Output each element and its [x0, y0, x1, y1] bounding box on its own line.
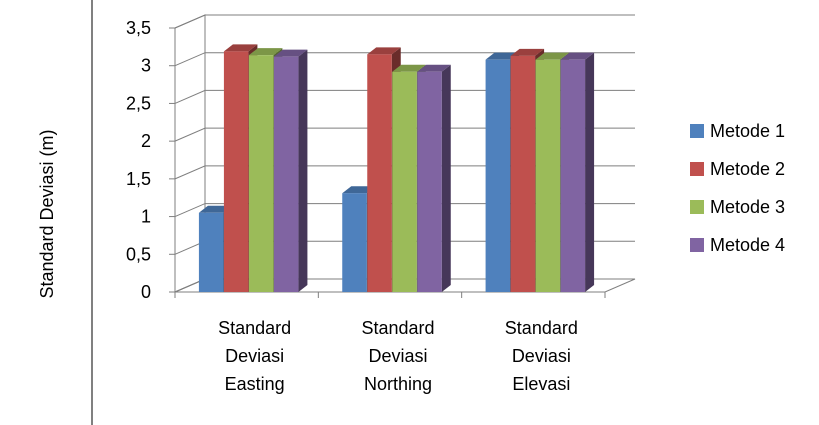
- y-tick-label: 1: [141, 207, 151, 227]
- bar: [417, 65, 451, 292]
- category-labels: Standard Deviasi Easting Standard Deviasi Nor…: [218, 318, 578, 394]
- bar: [561, 53, 595, 292]
- bars: [199, 44, 594, 292]
- legend: Metode 1 Metode 2 Metode 3 Metode 4: [690, 121, 785, 255]
- legend-swatch: [690, 162, 704, 176]
- bar: [274, 50, 308, 292]
- legend-swatch: [690, 238, 704, 252]
- legend-entry: Metode 2: [710, 159, 785, 179]
- legend-swatch: [690, 200, 704, 214]
- legend-entry: Metode 3: [710, 197, 785, 217]
- legend-entry: Metode 4: [710, 235, 785, 255]
- y-tick-label: 2: [141, 131, 151, 151]
- y-tick-label: 3,5: [126, 18, 151, 38]
- category-label: Standard Deviasi Elevasi: [505, 318, 578, 394]
- y-tick-labels: 0 0,5 1 1,5 2 2,5 3 3,5: [126, 18, 151, 302]
- y-axis-label: Standard Deviasi (m): [37, 129, 57, 298]
- y-tick-label: 0: [141, 282, 151, 302]
- y-tick-label: 0,5: [126, 244, 151, 264]
- y-tick-label: 2,5: [126, 93, 151, 113]
- y-tick-label: 3: [141, 56, 151, 76]
- legend-swatch: [690, 124, 704, 138]
- legend-entry: Metode 1: [710, 121, 785, 141]
- y-tick-label: 1,5: [126, 169, 151, 189]
- category-label: Standard Deviasi Easting: [218, 318, 291, 394]
- category-label: Standard Deviasi Northing: [361, 318, 434, 394]
